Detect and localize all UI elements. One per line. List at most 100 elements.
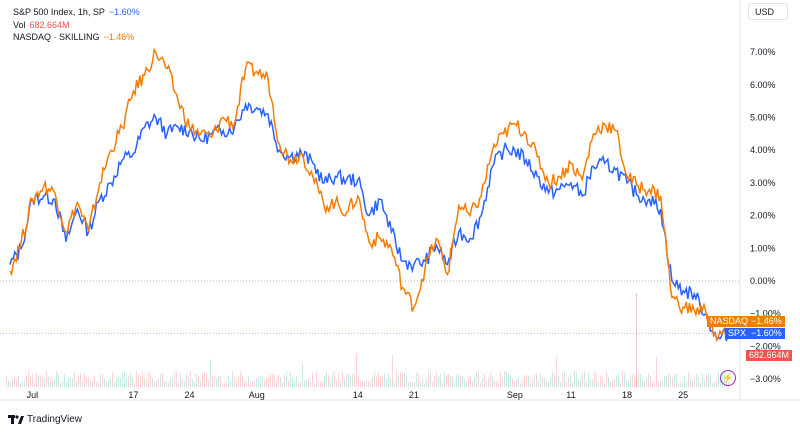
volume-bar [532, 379, 533, 387]
x-tick-label: 21 [409, 390, 419, 400]
volume-bar [644, 381, 645, 387]
spx-value-tag: −1.60% [748, 328, 785, 339]
volume-bar [318, 380, 319, 387]
volume-bar [430, 371, 431, 387]
volume-bar [358, 377, 359, 387]
volume-bar [344, 379, 345, 387]
volume-bar [154, 381, 155, 387]
volume-bar [92, 381, 93, 387]
volume-bar [140, 376, 141, 387]
volume-bar [514, 381, 515, 387]
volume-bar [452, 376, 453, 387]
volume-bar [416, 372, 417, 387]
volume-bar [328, 375, 329, 387]
volume-bar [626, 381, 627, 387]
volume-bar [172, 377, 173, 387]
volume-bar [278, 374, 279, 387]
volume-bar [184, 381, 185, 387]
volume-bar [236, 379, 237, 387]
volume-bar [46, 371, 47, 387]
volume-bar [374, 372, 375, 387]
volume-bar [314, 382, 315, 387]
volume-bar [498, 382, 499, 387]
volume-bar [468, 378, 469, 387]
volume-bar [260, 374, 261, 387]
volume-bar [664, 376, 665, 387]
volume-bar [62, 380, 63, 387]
volume-bar [142, 371, 143, 387]
volume-bar [558, 377, 559, 387]
volume-bar [654, 382, 655, 387]
x-tick-label: 17 [128, 390, 138, 400]
volume-bar [382, 375, 383, 387]
x-tick-label: 24 [184, 390, 194, 400]
volume-bar [146, 380, 147, 387]
volume-bar [692, 380, 693, 387]
volume-bar [272, 374, 273, 387]
volume-bar [178, 381, 179, 387]
volume-bar [258, 377, 259, 387]
volume-bar [600, 376, 601, 387]
volume-bar [678, 382, 679, 387]
volume-bar [82, 382, 83, 387]
y-tick-label: 6.00% [750, 80, 776, 90]
volume-bar [322, 381, 323, 387]
volume-bar [552, 371, 553, 387]
volume-bar [234, 376, 235, 387]
series-line-spx [9, 101, 729, 342]
volume-bar [456, 374, 457, 387]
volume-bar [698, 377, 699, 387]
volume-bar [158, 379, 159, 387]
volume-bar [28, 371, 29, 387]
volume-bar [422, 378, 423, 387]
volume-bar [214, 377, 215, 387]
volume-bar [206, 372, 207, 387]
volume-bar [266, 377, 267, 387]
volume-bar [14, 375, 15, 387]
volume-bar [106, 382, 107, 387]
volume-bar [544, 377, 545, 387]
currency-button[interactable]: USD [748, 3, 788, 20]
volume-bar [546, 381, 547, 387]
volume-bar [210, 358, 211, 387]
volume-bar [694, 377, 695, 387]
volume-bar [696, 373, 697, 387]
tradingview-logo[interactable]: TradingView [8, 414, 82, 425]
volume-bar [598, 381, 599, 387]
volume-bar [614, 379, 615, 387]
y-tick-label: −1.00% [750, 309, 781, 319]
volume-bar [34, 382, 35, 387]
volume-bar [530, 382, 531, 387]
volume-bar [660, 380, 661, 387]
volume-bar [608, 377, 609, 387]
volume-bar [228, 374, 229, 387]
legend-vol: Vol 682.664M [13, 19, 70, 30]
volume-bar [448, 373, 449, 387]
volume-bar [380, 377, 381, 387]
volume-bar [96, 381, 97, 387]
volume-bar [232, 371, 233, 387]
volume-bar [156, 379, 157, 387]
volume-bar [352, 373, 353, 387]
volume-bar [354, 374, 355, 387]
volume-bar [628, 379, 629, 387]
volume-bar [688, 371, 689, 387]
volume-bar [190, 371, 191, 387]
volume-bar [540, 373, 541, 387]
volume-bar [222, 382, 223, 387]
volume-bar [586, 381, 587, 387]
volume-bar [610, 381, 611, 387]
volume-bar [466, 381, 467, 387]
volume-bar [254, 381, 255, 387]
volume-bar [274, 373, 275, 387]
volume-bar [80, 373, 81, 387]
volume-bar [476, 371, 477, 387]
volume-bar [436, 371, 437, 387]
volume-bar [522, 380, 523, 387]
volume-bar [486, 379, 487, 387]
y-tick-label: −2.00% [750, 341, 781, 351]
lightning-icon[interactable]: ⚡ [720, 370, 736, 386]
volume-bar [248, 376, 249, 387]
